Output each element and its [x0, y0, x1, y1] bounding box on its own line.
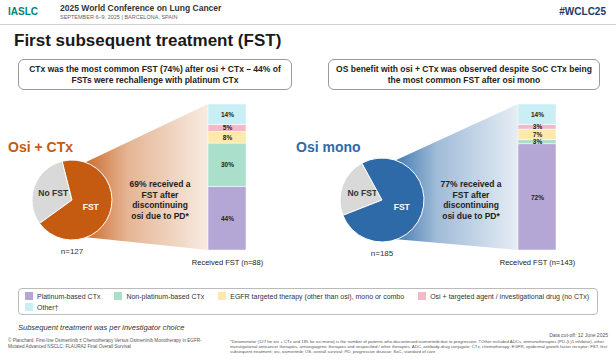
html-text:© Planchard. First-line Osimer: © Planchard. First-line Osimertinib ± Ch… [8, 338, 202, 349]
svg-text:72%: 72% [531, 193, 544, 200]
svg-text:30%: 30% [221, 161, 234, 168]
svg-text:8%: 8% [223, 134, 233, 141]
html-text:First subsequent treatment (FS: First subsequent treatment (FST) [14, 31, 282, 50]
svg-text:FST: FST [394, 202, 411, 212]
svg-text:3%: 3% [533, 138, 543, 145]
svg-text:69% received aFST afterdiscont: 69% received aFST afterdiscontinuingosi … [130, 179, 191, 221]
html-text:2025 World Conference on Lung: 2025 World Conference on Lung Cancer [60, 3, 222, 13]
svg-text:n=127: n=127 [61, 247, 84, 256]
svg-text:Osi + CTx: Osi + CTx [8, 139, 73, 155]
html-text:CTx was the most common FST (7: CTx was the most common FST (74%) after … [29, 64, 281, 85]
html-text:OS benefit with osi + CTx was: OS benefit with osi + CTx was observed d… [336, 64, 592, 85]
html-text:*Denominator (127 for osi + CT: *Denominator (127 for osi + CTx and 185 … [230, 339, 608, 355]
html-text:SEPTEMBER 6–9, 2025 | BARCELON: SEPTEMBER 6–9, 2025 | BARCELONA, SPAIN [60, 14, 178, 20]
svg-text:14%: 14% [531, 111, 544, 118]
html-text:#WCLC25: #WCLC25 [559, 6, 606, 17]
html-text:Data cut-off: 12 June 2025: Data cut-off: 12 June 2025 [549, 332, 608, 338]
html-text:Osi + targeted agent / investi: Osi + targeted agent / investigational d… [430, 292, 590, 300]
html-text:Platinum-based CTx: Platinum-based CTx [37, 292, 101, 300]
svg-text:14%: 14% [221, 111, 234, 118]
html-text:Non-platinum-based CTx: Non-platinum-based CTx [126, 292, 205, 300]
html-text:EGFR targeted therapy (other t: EGFR targeted therapy (other than osi), … [230, 292, 405, 300]
svg-text:FST: FST [83, 202, 100, 212]
html-text:Other†: Other† [37, 303, 59, 311]
svg-text:Osi mono: Osi mono [296, 139, 361, 155]
svg-text:7%: 7% [533, 131, 543, 138]
svg-text:5%: 5% [223, 124, 233, 131]
svg-text:77% received aFST afterdiscont: 77% received aFST afterdiscontinuingosi … [441, 179, 502, 221]
svg-text:44%: 44% [221, 215, 234, 222]
svg-text:Received FST (n=143): Received FST (n=143) [500, 258, 576, 267]
html-text:Subsequent treatment was per i: Subsequent treatment was per investigato… [18, 323, 185, 332]
svg-text:3%: 3% [533, 123, 543, 130]
html-text:IASLC: IASLC [8, 6, 38, 17]
svg-text:No FST: No FST [347, 188, 378, 198]
svg-text:No FST: No FST [38, 188, 69, 198]
svg-text:n=185: n=185 [371, 249, 394, 258]
svg-text:Received FST (n=88): Received FST (n=88) [192, 258, 264, 267]
